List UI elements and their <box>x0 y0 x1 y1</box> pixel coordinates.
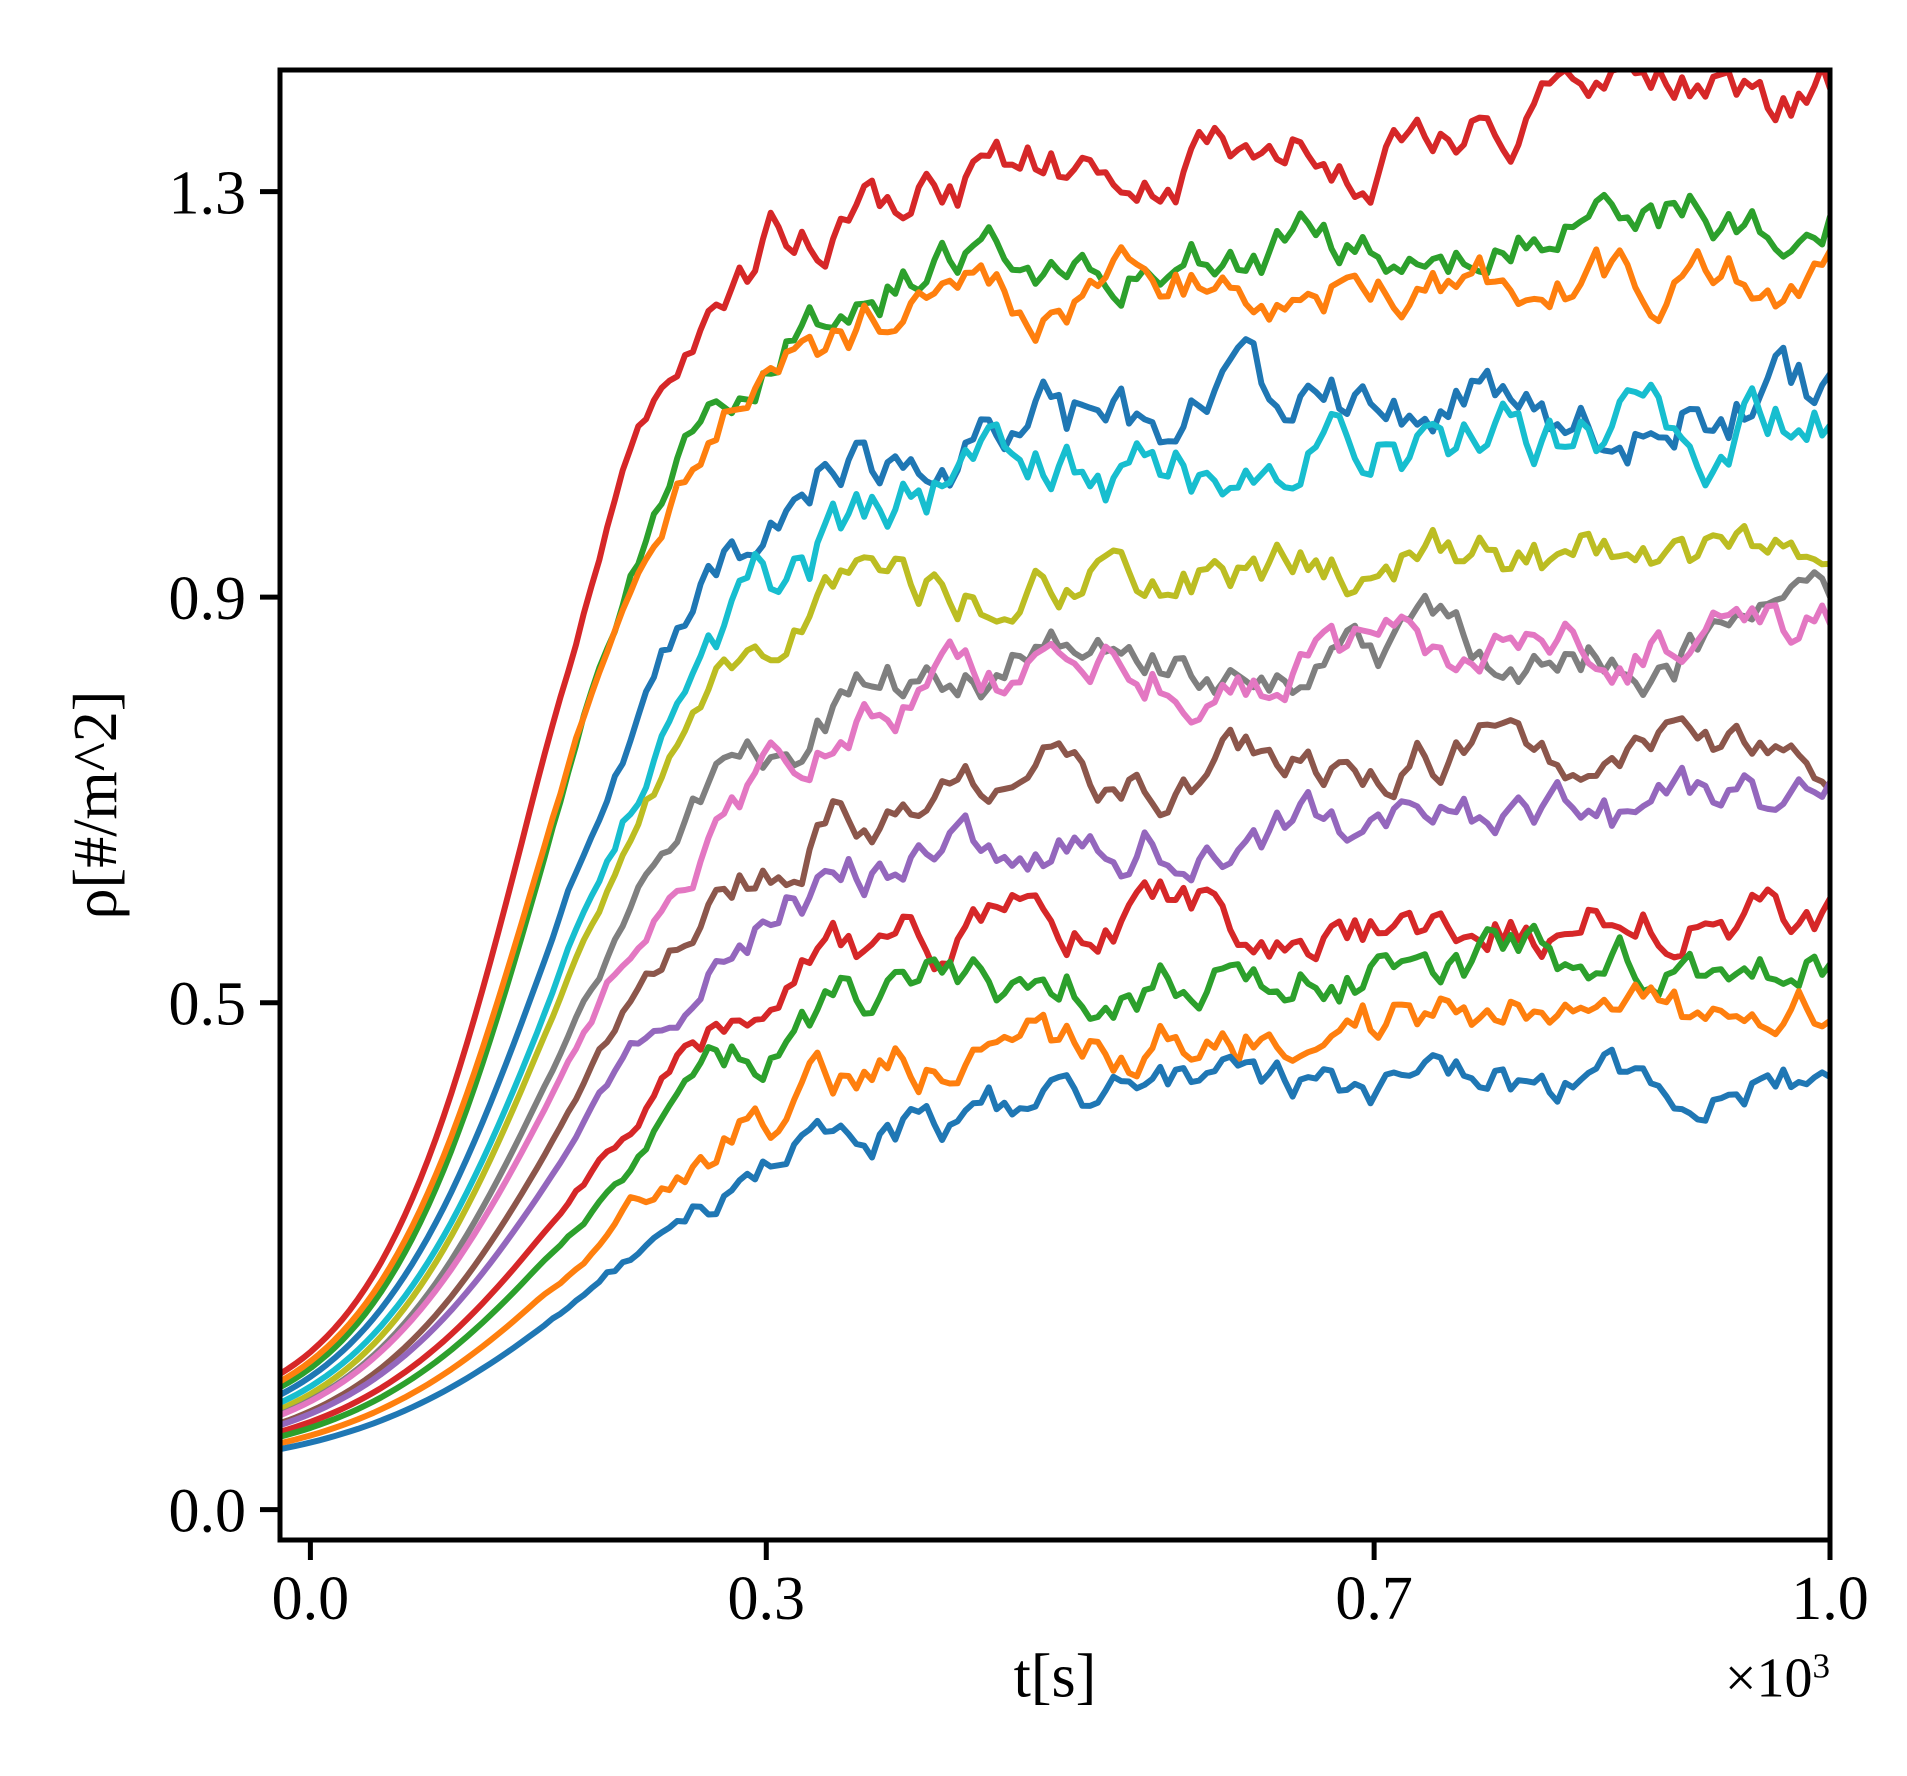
chart-svg: 0.0 0.3 0.7 1.0 0.0 0.5 0.9 1.3 t[s] ×103 ρ[#/m^2] <box>0 0 1907 1776</box>
density-time-chart: 0.0 0.3 0.7 1.0 0.0 0.5 0.9 1.3 t[s] ×103 ρ[#/m^2] <box>0 0 1907 1776</box>
x-tick-label: 0.3 <box>728 1565 806 1633</box>
x-multiplier: ×103 <box>1725 1646 1830 1710</box>
x-axis-label: t[s] <box>1014 1642 1097 1710</box>
y-tick-label: 0.9 <box>169 565 247 633</box>
series-group <box>280 63 1830 1450</box>
y-tick-label: 0.5 <box>169 970 247 1038</box>
y-tick-label: 0.0 <box>169 1477 247 1545</box>
x-tick-label: 1.0 <box>1791 1565 1869 1633</box>
y-tick-label: 1.3 <box>169 159 247 227</box>
y-axis-label: ρ[#/m^2] <box>62 691 130 920</box>
x-tick-label: 0.7 <box>1335 1565 1413 1633</box>
x-tick-label: 0.0 <box>272 1565 350 1633</box>
series-4 <box>280 385 1830 1403</box>
